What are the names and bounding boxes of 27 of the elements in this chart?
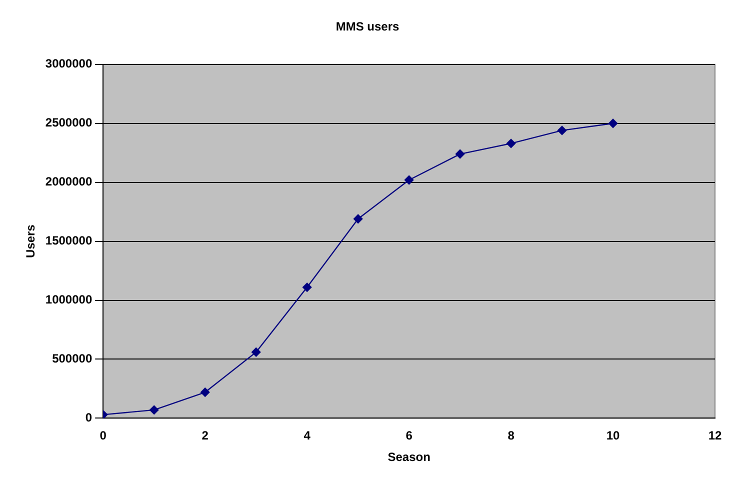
point (150, 405, 159, 415)
x-tick-label: 12 (708, 428, 722, 443)
y-tick-label: 1500000 (45, 234, 92, 248)
x-tick-label: 4 (304, 428, 311, 443)
x-tick-label: 8 (508, 428, 515, 443)
y-tick-label: 0 (85, 410, 92, 425)
point (353, 214, 363, 224)
point (404, 175, 414, 185)
y-tick-label: 3000000 (45, 56, 92, 71)
point (455, 149, 465, 159)
y-tick-label: 2500000 (45, 116, 92, 130)
point (200, 388, 210, 397)
y-tick-label: 500000 (52, 352, 92, 366)
point (302, 282, 312, 292)
chart-title: MMS users (336, 20, 400, 34)
y-axis-title: Users (24, 224, 38, 258)
x-axis-title: Season (388, 450, 430, 464)
x-tick-label: 10 (606, 428, 620, 443)
x-tick-label: 6 (406, 428, 413, 443)
point (506, 138, 516, 148)
point (557, 126, 567, 136)
x-tick-label: 0 (100, 428, 107, 443)
y-tick-label: 1000000 (45, 292, 92, 307)
y-tick-label: 2000000 (45, 174, 92, 189)
point (251, 348, 261, 357)
point (608, 118, 618, 128)
x-tick-label: 2 (202, 428, 209, 443)
